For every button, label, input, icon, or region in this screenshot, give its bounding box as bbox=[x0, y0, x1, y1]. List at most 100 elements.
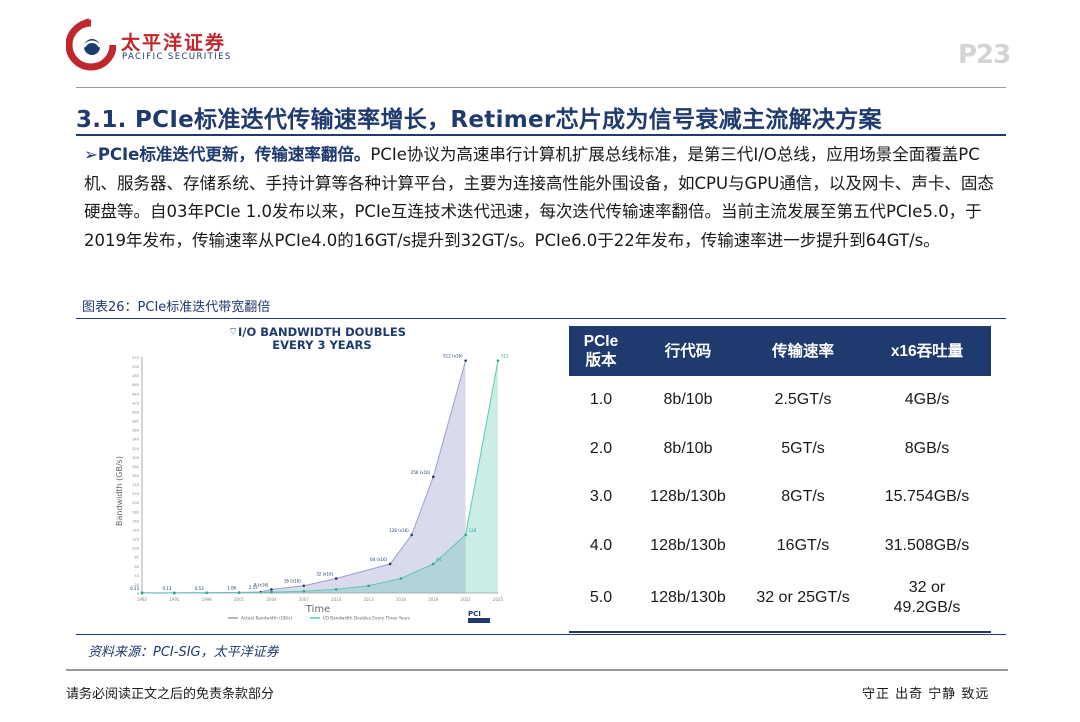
data-label: 64 bbox=[436, 557, 442, 562]
data-point bbox=[464, 533, 467, 537]
title-underline bbox=[76, 134, 1006, 136]
table-row: 1.0 8b/10b 2.5GT/s 4GB/s bbox=[569, 376, 991, 425]
data-point bbox=[334, 577, 338, 580]
cell-transfer-rate: 8GT/s bbox=[781, 488, 825, 506]
page-number: P23 bbox=[958, 40, 1011, 70]
cell-transfer-rate: 16GT/s bbox=[776, 536, 830, 554]
legend-label: I/O Bandwidth Doubles Every Three Years bbox=[323, 616, 410, 621]
chart-legend: Actual Bandwidth (GB/s) I/O Bandwidth Dou… bbox=[228, 616, 410, 621]
cell-throughput: 31.508GB/s bbox=[884, 536, 970, 554]
col-header-line-code: 行代码 bbox=[633, 326, 743, 376]
cell-line-code: 8b/10b bbox=[663, 391, 713, 409]
data-point bbox=[431, 562, 435, 566]
bullet-arrow-icon: ➢ bbox=[84, 145, 98, 164]
cell-throughput: 15.754GB/s bbox=[884, 488, 970, 506]
data-point bbox=[388, 562, 392, 566]
y-tick-label: 120 bbox=[132, 538, 140, 542]
cell-transfer-rate: 5GT/s bbox=[781, 439, 825, 457]
col-header-transfer-rate: 传输速率 bbox=[743, 326, 863, 376]
data-label: 0.53 bbox=[195, 586, 204, 591]
data-label: 32 (x16) bbox=[316, 571, 333, 576]
data-point bbox=[205, 591, 209, 595]
plot-area: 0 20 40 60 80 100 120 140 160 180 200 220 240 260 280 3… bbox=[130, 354, 509, 602]
col-header-throughput: x16吞吐量 bbox=[863, 326, 991, 376]
data-point bbox=[496, 359, 500, 362]
data-point bbox=[302, 589, 306, 593]
data-point bbox=[431, 475, 435, 479]
y-axis-label: Bandwidth (GB/s) bbox=[115, 456, 124, 526]
pci-sig-logo-bar bbox=[468, 618, 490, 623]
data-label: 8 (x16) bbox=[254, 582, 269, 587]
y-tick-label: 500 bbox=[132, 365, 140, 369]
series-line-2 bbox=[142, 360, 499, 594]
y-tick-label: 20 bbox=[134, 583, 139, 587]
cell-transfer-rate: 32 or 25GT/s bbox=[756, 588, 850, 606]
pci-sig-logo: PCI bbox=[468, 610, 490, 623]
cell-throughput-l1: 32 or bbox=[908, 578, 946, 596]
y-tick-label: 400 bbox=[132, 410, 140, 414]
y-tick-label: 380 bbox=[132, 420, 140, 424]
y-tick-label: 40 bbox=[134, 574, 139, 578]
cell-version: 4.0 bbox=[589, 536, 613, 554]
col-header-version-l2: 版本 bbox=[585, 352, 617, 369]
pci-sig-logo-mark: PCI bbox=[468, 610, 481, 618]
y-tick-label: 320 bbox=[132, 447, 140, 451]
x-tick-label: 2025 bbox=[493, 597, 504, 602]
y-tick-label: 300 bbox=[132, 456, 140, 460]
table-row: 5.0 128b/130b 32 or 25GT/s 32 or 49.2GB/s bbox=[569, 570, 991, 625]
x-tick-label: 2013 bbox=[363, 597, 374, 602]
y-tick-label: 340 bbox=[132, 438, 140, 442]
bandwidth-chart: ⌔ I/O BANDWIDTH DOUBLES EVERY 3 YEARS Ba… bbox=[115, 325, 509, 623]
footer-disclaimer: 请务必阅读正文之后的免责条款部分 bbox=[66, 687, 275, 702]
x-tick-label: 1992 bbox=[137, 597, 148, 602]
y-tick-label: 100 bbox=[132, 547, 140, 551]
data-point bbox=[399, 577, 403, 580]
paragraph-body: PCIe协议为高速串行计算机扩展总线标准，是第三代I/O总线，应用场景全面覆盖P… bbox=[84, 145, 994, 250]
brand-name-cn: 太平洋证券 bbox=[121, 32, 227, 54]
table-bottom-rule bbox=[569, 631, 991, 633]
x-tick-label: 2019 bbox=[428, 597, 439, 602]
data-point bbox=[334, 588, 338, 591]
cell-transfer-rate: 2.5GT/s bbox=[774, 391, 832, 409]
y-tick-label: 200 bbox=[132, 501, 140, 505]
cell-throughput: 4GB/s bbox=[904, 391, 950, 409]
cell-throughput: 32 or 49.2GB/s bbox=[863, 570, 991, 625]
x-tick-label: 1995 bbox=[169, 597, 180, 602]
y-tick-label: 80 bbox=[134, 556, 139, 560]
col-header-version: PCIe 版本 bbox=[569, 326, 633, 376]
data-label: 0.13 bbox=[130, 586, 139, 591]
table-row: 2.0 8b/10b 5GT/s 8GB/s bbox=[569, 425, 991, 474]
y-tick-label: 280 bbox=[132, 465, 140, 469]
cell-line-code: 128b/130b bbox=[650, 588, 726, 606]
source-note: 资料来源：PCI-SIG，太平洋证券 bbox=[88, 645, 279, 660]
data-label: 256 (x16) bbox=[411, 470, 431, 475]
table-row: 4.0 128b/130b 16GT/s 31.508GB/s bbox=[569, 522, 991, 571]
company-logo-icon bbox=[66, 18, 116, 71]
data-point bbox=[464, 359, 467, 362]
wifi-signal-icon: ⌔ bbox=[228, 325, 238, 338]
cell-throughput-l2: 49.2GB/s bbox=[893, 598, 961, 616]
y-tick-label: 240 bbox=[132, 483, 140, 487]
data-label: 16 (x16) bbox=[284, 579, 301, 584]
section-title: 3.1. PCIe标准迭代传输速率增长，Retimer芯片成为信号衰减主流解决方… bbox=[76, 107, 882, 133]
data-point bbox=[367, 584, 370, 588]
data-point bbox=[270, 588, 273, 591]
footer-divider bbox=[66, 669, 1008, 671]
y-tick-label: 440 bbox=[132, 392, 140, 396]
x-tick-label: 1998 bbox=[202, 597, 213, 602]
y-tick-label: 60 bbox=[134, 565, 139, 569]
series-area-1 bbox=[142, 360, 466, 593]
data-label: 64 (x16) bbox=[370, 557, 387, 562]
x-tick-label: 2010 bbox=[331, 597, 342, 602]
legend-label: Actual Bandwidth (GB/s) bbox=[241, 616, 292, 621]
chart-subtitle: EVERY 3 YEARS bbox=[272, 338, 371, 352]
y-tick-label: 360 bbox=[132, 429, 140, 433]
cell-line-code: 128b/130b bbox=[650, 488, 726, 506]
figure-bottom-rule bbox=[76, 634, 1006, 635]
x-tick-label: 2022 bbox=[461, 597, 472, 602]
data-point bbox=[270, 590, 273, 594]
data-label: 0.13 bbox=[162, 586, 171, 591]
footer-motto: 守正 出奇 宁静 致远 bbox=[862, 687, 990, 702]
cell-throughput: 8GB/s bbox=[904, 439, 950, 457]
col-header-version-l1: PCIe bbox=[583, 333, 619, 350]
